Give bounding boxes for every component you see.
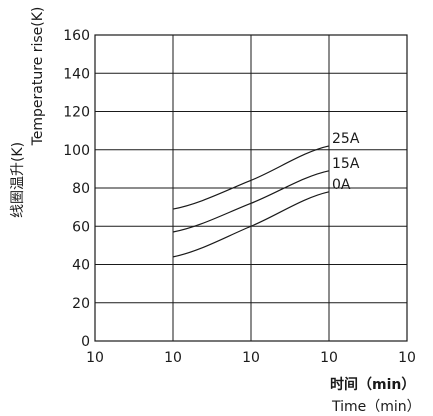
series-line-15a [172, 170, 330, 233]
series-label-25a: 25A [332, 131, 360, 147]
x-tick-label: 10 [86, 350, 104, 366]
y-tick-label: 80 [72, 181, 90, 197]
y-tick-label: 100 [63, 143, 90, 159]
grid-lines [94, 34, 408, 342]
x-tick-label: 10 [164, 350, 182, 366]
plot-frame [94, 34, 408, 342]
x-axis-label-english: Time（min） [331, 399, 421, 415]
y-tick-label: 20 [72, 296, 90, 312]
x-axis-ticks: 10 10 10 10 10 [86, 350, 416, 366]
y-tick-label: 0 [81, 334, 90, 350]
y-tick-label: 40 [72, 258, 90, 274]
series-line-0a [172, 191, 330, 258]
x-tick-label: 10 [320, 350, 338, 366]
series-labels: 25A 15A 0A [332, 131, 360, 193]
series-lines [172, 145, 330, 258]
series-label-15a: 15A [332, 156, 360, 172]
series-line-25a [172, 145, 330, 210]
x-tick-label: 10 [398, 350, 416, 366]
y-axis-label-english: Temperature rise(K) [30, 7, 46, 147]
y-axis-label-chinese: 线圈温升(K) [10, 142, 26, 218]
x-tick-label: 10 [242, 350, 260, 366]
series-label-0a: 0A [332, 177, 351, 193]
y-tick-label: 140 [63, 66, 90, 82]
y-tick-label: 120 [63, 105, 90, 121]
y-tick-label: 160 [63, 28, 90, 44]
y-axis-ticks: 0 20 40 60 80 100 120 140 160 [63, 28, 90, 350]
y-tick-label: 60 [72, 219, 90, 235]
x-axis-label-chinese: 时间（min） [330, 376, 415, 393]
